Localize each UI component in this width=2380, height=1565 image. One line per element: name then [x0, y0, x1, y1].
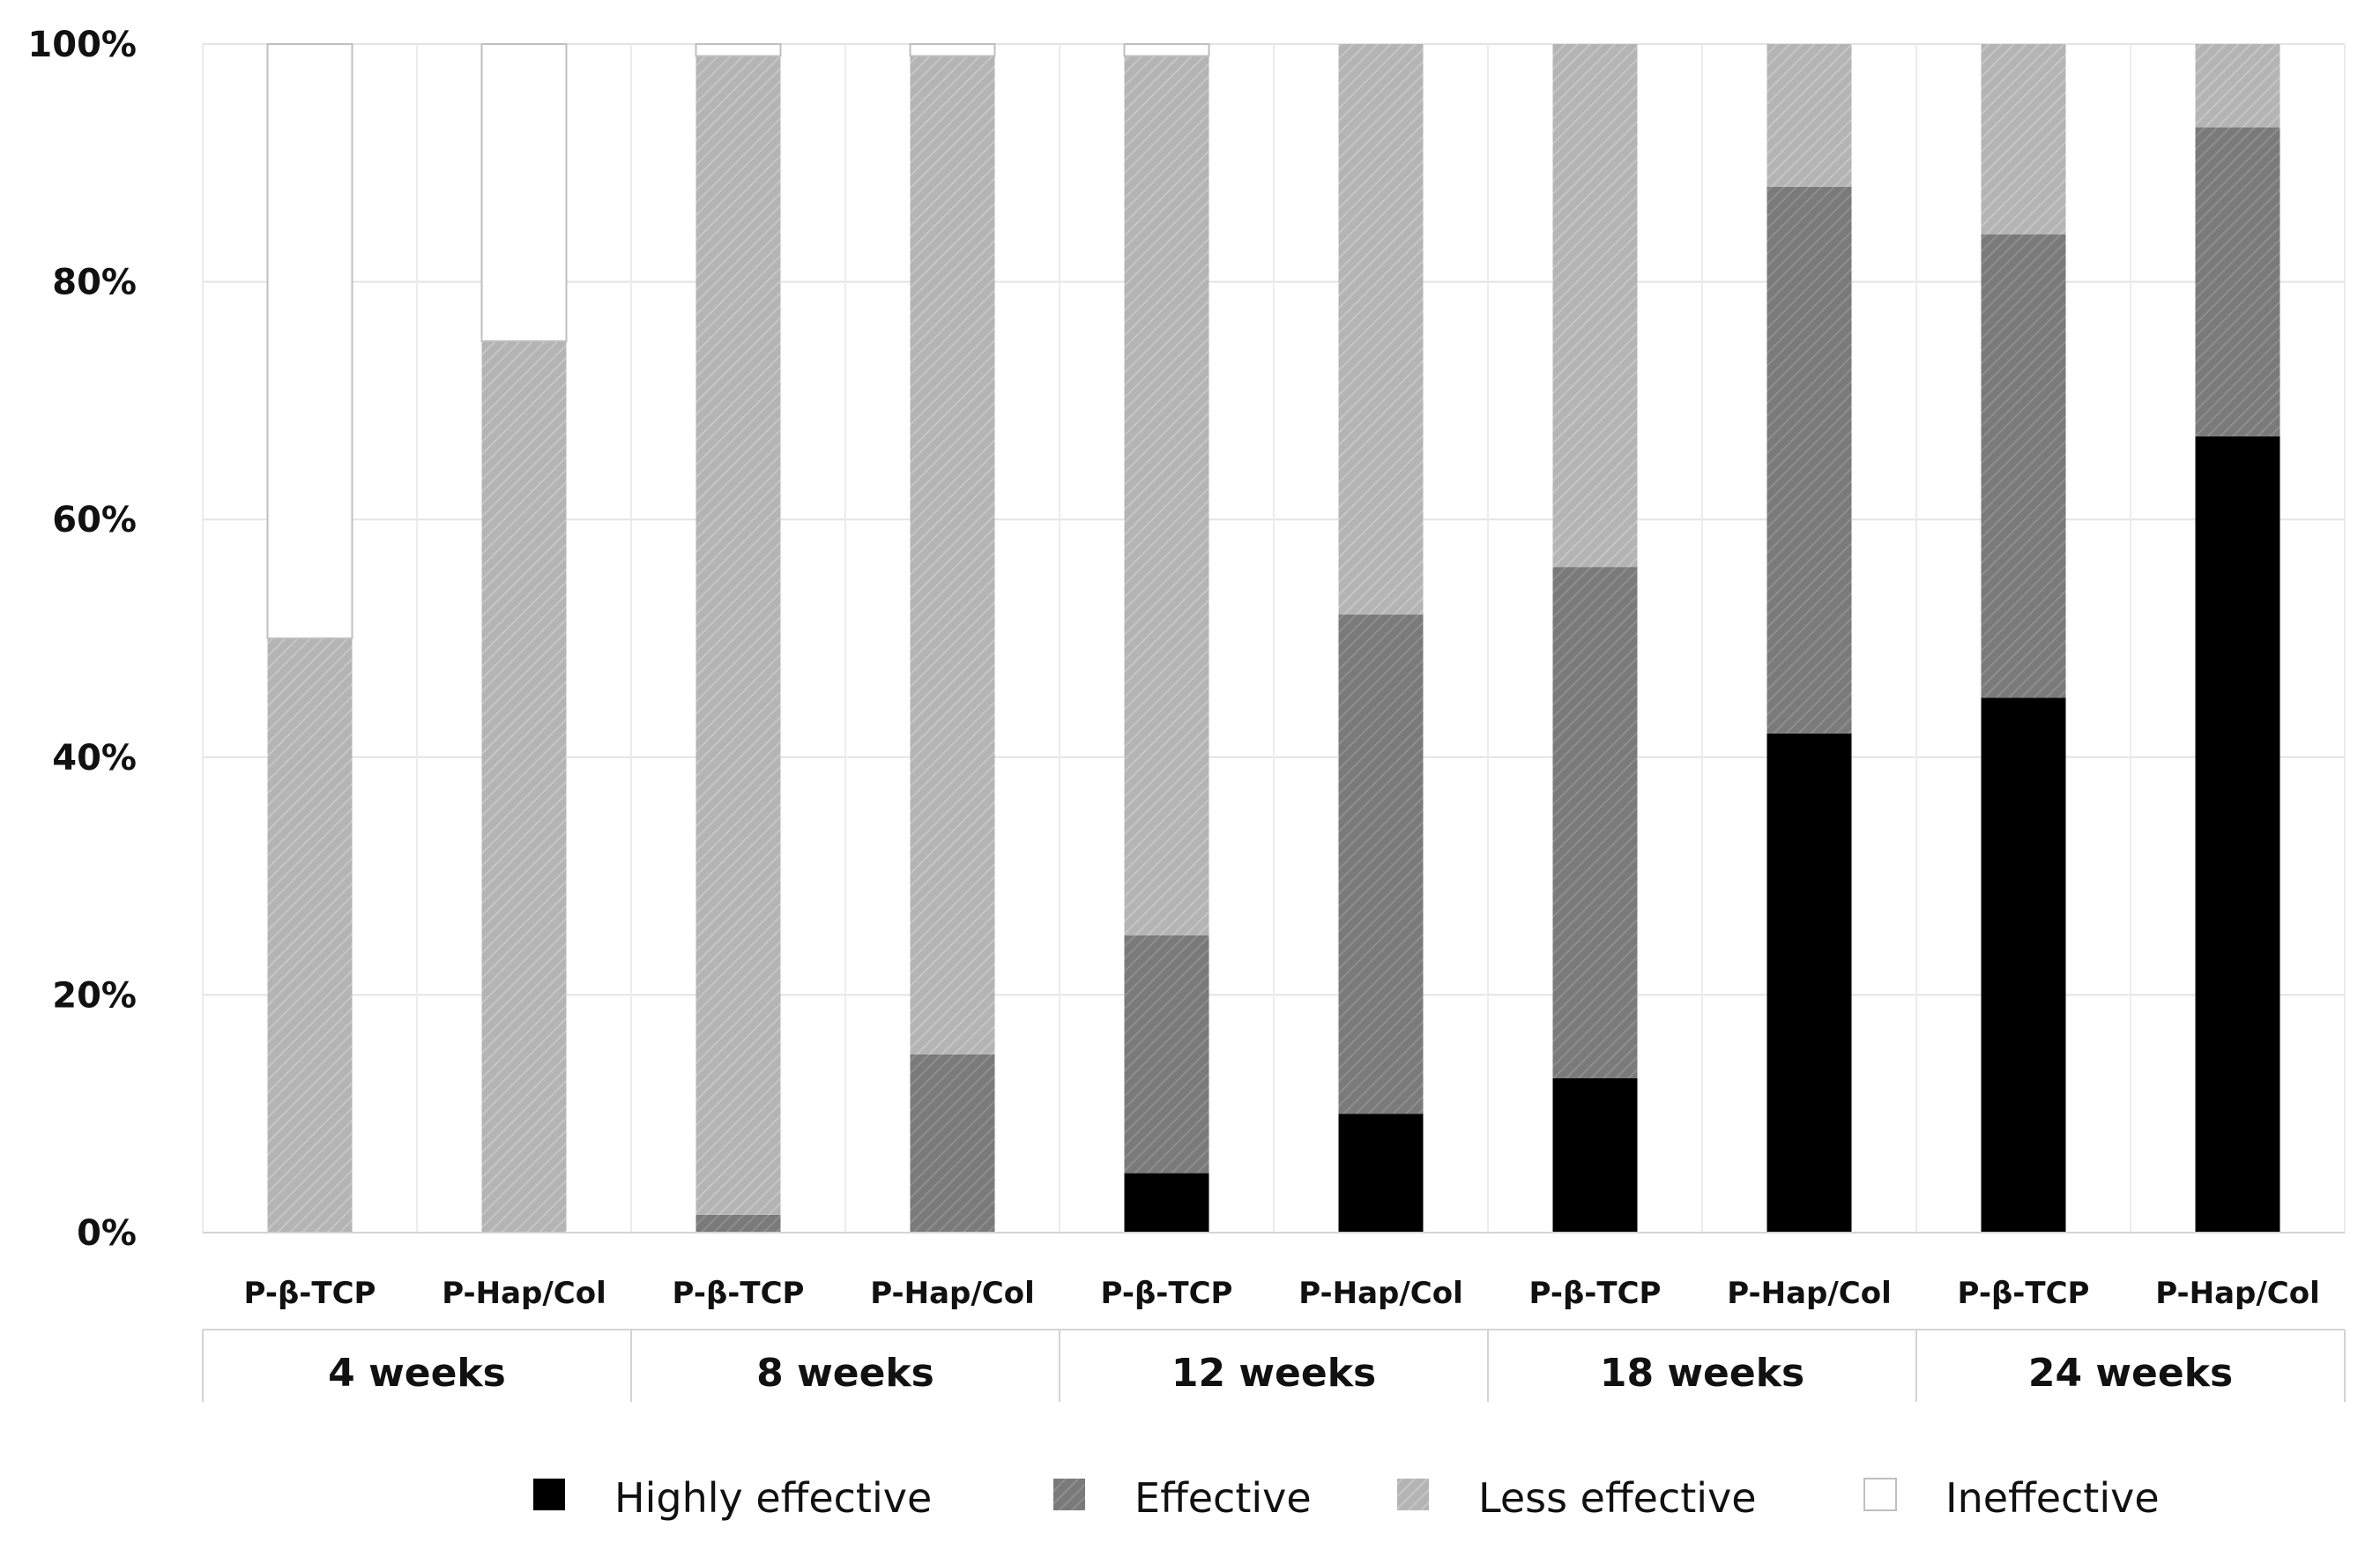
bars	[266, 43, 2280, 1233]
bar-stack	[480, 43, 568, 1233]
bar-segment-less-effective	[1338, 44, 1424, 615]
legend-swatch	[1053, 1479, 1085, 1510]
bar-stack	[1123, 43, 1210, 1233]
bar-stack	[909, 43, 996, 1233]
group-label: 24 weeks	[2028, 1351, 2233, 1396]
x-tick-label: P-β-TCP	[1958, 1276, 2090, 1311]
bar-segment-effective	[1338, 615, 1424, 1114]
legend-item: Effective	[1053, 1474, 1312, 1522]
bar-segment-ineffective	[480, 43, 568, 342]
y-tick-label: 0%	[77, 1213, 137, 1254]
bar-stack	[266, 43, 353, 1233]
y-tick-label: 20%	[52, 975, 137, 1016]
x-tick-label: P-Hap/Col	[1727, 1276, 1892, 1311]
legend-item: Ineffective	[1863, 1474, 2160, 1522]
bar-segment-less-effective	[910, 56, 995, 1055]
bar-segment-less-effective	[1766, 44, 1852, 187]
bar-segment-ineffective	[695, 43, 782, 57]
legend-swatch	[533, 1479, 565, 1510]
group-label: 18 weeks	[1600, 1351, 1804, 1396]
y-tick-label: 60%	[52, 500, 137, 540]
group-label: 4 weeks	[328, 1351, 506, 1396]
bar-segment-effective	[695, 1214, 781, 1233]
y-tick-label: 80%	[52, 263, 137, 303]
bar-stack	[2195, 44, 2280, 1233]
bar-segment-effective	[910, 1054, 995, 1233]
x-axis: P-β-TCP P-Hap/Col P-β-TCP P-Hap/Col P-β-TCP P…	[202, 1232, 2346, 1402]
bar-segment-less-effective	[1552, 44, 1638, 568]
y-tick-label: 100%	[27, 25, 137, 65]
bar-segment-effective	[1981, 234, 2066, 698]
x-tick-label: P-Hap/Col	[1298, 1276, 1463, 1311]
legend-label: Highly effective	[614, 1474, 932, 1522]
bar-segment-effective	[2195, 127, 2280, 436]
x-tick-label: P-Hap/Col	[870, 1276, 1035, 1311]
bar-segment-highly-effective	[1981, 697, 2066, 1233]
legend-swatch	[1397, 1479, 1429, 1510]
x-tick-label: P-β-TCP	[1101, 1276, 1233, 1311]
x-tick-label: P-Hap/Col	[442, 1276, 606, 1311]
legend-label: Ineffective	[1945, 1474, 2160, 1522]
bar-segment-highly-effective	[1338, 1114, 1424, 1233]
bar-segment-effective	[1552, 567, 1638, 1078]
legend-item: Less effective	[1397, 1474, 1757, 1522]
legend-swatch	[1863, 1478, 1897, 1511]
x-tick-label: P-β-TCP	[1529, 1276, 1662, 1311]
bar-segment-less-effective	[2195, 44, 2280, 128]
bar-stack	[695, 43, 782, 1233]
bar-segment-highly-effective	[2195, 436, 2280, 1233]
legend: Highly effective Effective Less effective I…	[533, 1474, 2160, 1522]
bar-segment-less-effective	[1981, 44, 2066, 235]
bar-segment-effective	[1124, 935, 1209, 1174]
bar-segment-highly-effective	[1766, 733, 1852, 1233]
bar-segment-less-effective	[267, 638, 353, 1233]
x-tick-label: P-Hap/Col	[2155, 1276, 2320, 1311]
y-tick-label: 40%	[52, 738, 137, 779]
bar-stack	[1766, 44, 1852, 1233]
bar-stack	[1338, 44, 1424, 1233]
legend-item: Highly effective	[533, 1474, 932, 1522]
legend-label: Effective	[1134, 1474, 1312, 1522]
x-tick-label: P-β-TCP	[244, 1276, 376, 1311]
bar-segment-ineffective	[1123, 43, 1210, 57]
bar-segment-less-effective	[695, 56, 781, 1215]
bar-segment-ineffective	[266, 43, 353, 639]
bar-segment-less-effective	[481, 341, 567, 1233]
group-label: 12 weeks	[1171, 1351, 1376, 1396]
bar-segment-highly-effective	[1552, 1077, 1638, 1233]
bar-segment-effective	[1766, 186, 1852, 734]
bar-segment-highly-effective	[1124, 1173, 1209, 1233]
bar-segment-ineffective	[909, 43, 996, 57]
bar-stack	[1552, 44, 1638, 1233]
legend-label: Less effective	[1478, 1474, 1757, 1522]
bar-stack	[1981, 44, 2066, 1233]
bar-segment-less-effective	[1124, 56, 1209, 936]
group-label: 8 weeks	[756, 1351, 934, 1396]
x-tick-label: P-β-TCP	[673, 1276, 805, 1311]
y-axis: 0% 20% 40% 60% 80% 100%	[27, 25, 137, 1254]
